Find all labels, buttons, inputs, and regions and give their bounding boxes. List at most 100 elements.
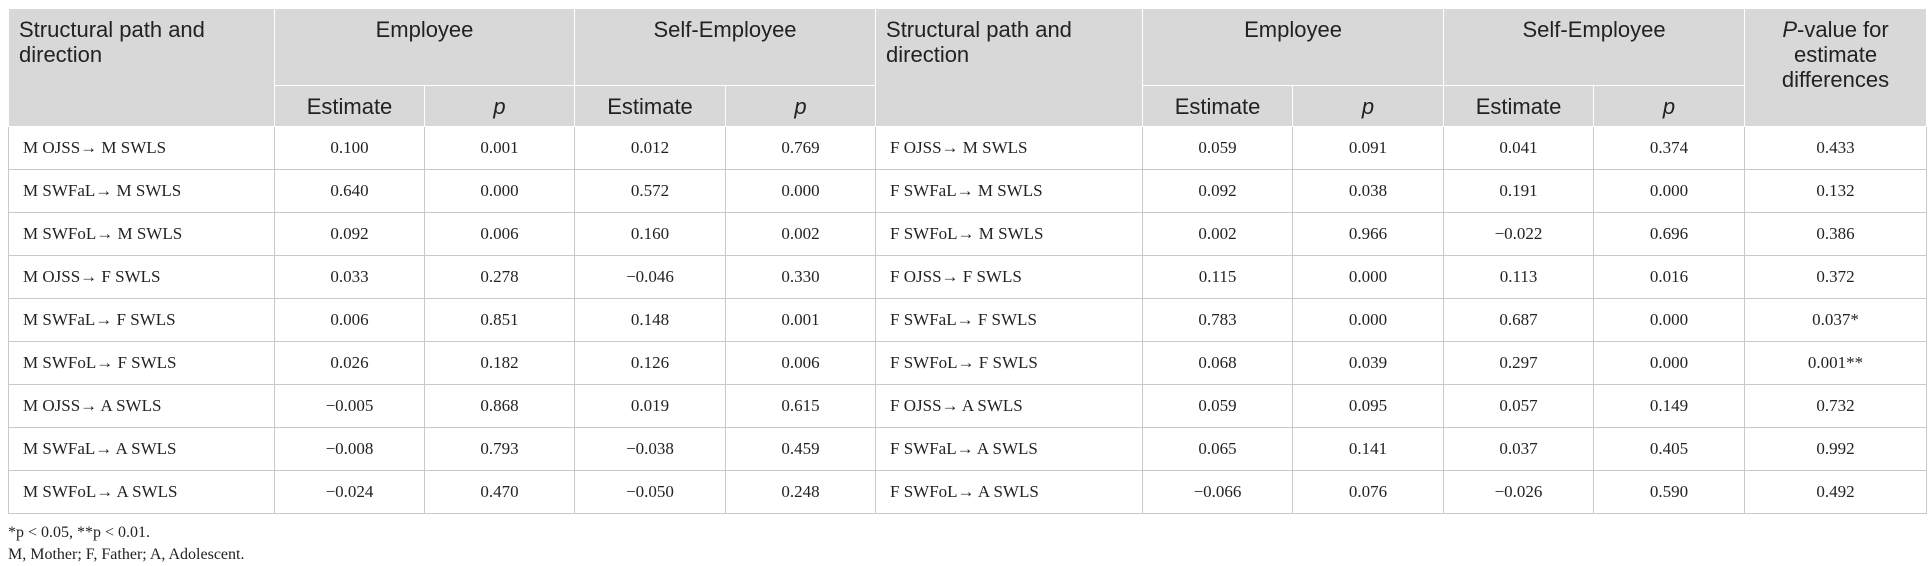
- self-employee-estimate-cell: 0.297: [1443, 341, 1595, 385]
- employee-p-cell: 0.000: [1292, 255, 1445, 299]
- subheader-estimate: Estimate: [1142, 85, 1294, 127]
- employee-p-cell: 0.141: [1292, 427, 1445, 471]
- self-employee-p-cell: 0.696: [1593, 212, 1746, 256]
- employee-p-cell: 0.000: [1292, 298, 1445, 342]
- header-employee-left: Employee: [274, 8, 575, 86]
- self-employee-p-cell: 0.374: [1593, 126, 1746, 170]
- mother-path-cell: M SWFaL→ M SWLS: [8, 169, 275, 213]
- table-footnotes: *p < 0.05, **p < 0.01. M, Mother; F, Fat…: [8, 522, 1926, 566]
- employee-estimate-cell: −0.005: [274, 384, 425, 428]
- header-path-right: Structural path and direction: [875, 8, 1144, 127]
- table-row: M OJSS→ F SWLS 0.033 0.278 −0.046 0.330 …: [8, 255, 1928, 299]
- self-employee-estimate-cell: 0.037: [1443, 427, 1595, 471]
- employee-p-cell: 0.000: [424, 169, 575, 213]
- employee-estimate-cell: 0.092: [1142, 169, 1294, 213]
- self-employee-p-cell: 0.016: [1593, 255, 1746, 299]
- self-employee-estimate-cell: 0.019: [574, 384, 726, 428]
- self-employee-estimate-cell: 0.126: [574, 341, 726, 385]
- self-employee-p-cell: 0.405: [1593, 427, 1746, 471]
- mother-path-cell: M SWFaL→ A SWLS: [8, 427, 275, 471]
- employee-estimate-cell: 0.640: [274, 169, 425, 213]
- employee-p-cell: 0.076: [1292, 470, 1445, 514]
- significance-footnote: *p < 0.05, **p < 0.01.: [8, 524, 151, 541]
- subheader-p: p: [1292, 85, 1445, 127]
- header-employee-right: Employee: [1142, 8, 1445, 86]
- father-path-cell: F SWFoL→ A SWLS: [875, 470, 1144, 514]
- father-path-cell: F SWFoL→ M SWLS: [875, 212, 1144, 256]
- mother-path-cell: M SWFoL→ A SWLS: [8, 470, 275, 514]
- employee-p-cell: 0.001: [424, 126, 575, 170]
- mother-path-cell: M SWFaL→ F SWLS: [8, 298, 275, 342]
- mother-path-cell: M OJSS→ M SWLS: [8, 126, 275, 170]
- self-employee-p-cell: 0.590: [1593, 470, 1746, 514]
- employee-estimate-cell: 0.006: [274, 298, 425, 342]
- table-row: M SWFaL→ A SWLS −0.008 0.793 −0.038 0.45…: [8, 427, 1928, 471]
- difference-pvalue-cell: 0.372: [1744, 255, 1928, 299]
- employee-estimate-cell: 0.026: [274, 341, 425, 385]
- father-path-cell: F OJSS→ F SWLS: [875, 255, 1144, 299]
- self-employee-estimate-cell: 0.041: [1443, 126, 1595, 170]
- employee-estimate-cell: 0.065: [1142, 427, 1294, 471]
- self-employee-p-cell: 0.330: [724, 255, 877, 299]
- table-row: M SWFaL→ F SWLS 0.006 0.851 0.148 0.001 …: [8, 298, 1928, 342]
- structural-paths-table: Structural path and direction Employee S…: [8, 8, 1928, 514]
- self-employee-estimate-cell: 0.148: [574, 298, 726, 342]
- subheader-p: p: [1593, 85, 1746, 127]
- employee-estimate-cell: −0.024: [274, 470, 425, 514]
- subheader-estimate: Estimate: [274, 85, 425, 127]
- header-pvalue-italic: P: [1782, 17, 1798, 42]
- self-employee-p-cell: 0.149: [1593, 384, 1746, 428]
- table-row: M SWFoL→ F SWLS 0.026 0.182 0.126 0.006 …: [8, 341, 1928, 385]
- header-self-employee-right: Self-Employee: [1443, 8, 1746, 86]
- self-employee-p-cell: 0.006: [724, 341, 877, 385]
- header-pvalue-rest: -value for estimate differences: [1781, 17, 1890, 92]
- difference-pvalue-cell: 0.386: [1744, 212, 1928, 256]
- employee-estimate-cell: 0.033: [274, 255, 425, 299]
- self-employee-p-cell: 0.002: [724, 212, 877, 256]
- self-employee-p-cell: 0.001: [724, 298, 877, 342]
- table-row: M SWFoL→ A SWLS −0.024 0.470 −0.050 0.24…: [8, 470, 1928, 514]
- employee-estimate-cell: 0.115: [1142, 255, 1294, 299]
- self-employee-estimate-cell: −0.050: [574, 470, 726, 514]
- self-employee-p-cell: 0.459: [724, 427, 877, 471]
- table-row: M OJSS→ A SWLS −0.005 0.868 0.019 0.615 …: [8, 384, 1928, 428]
- difference-pvalue-cell: 0.433: [1744, 126, 1928, 170]
- header-path-left: Structural path and direction: [8, 8, 275, 127]
- father-path-cell: F SWFoL→ F SWLS: [875, 341, 1144, 385]
- employee-p-cell: 0.966: [1292, 212, 1445, 256]
- father-path-cell: F SWFaL→ M SWLS: [875, 169, 1144, 213]
- employee-p-cell: 0.470: [424, 470, 575, 514]
- difference-pvalue-cell: 0.732: [1744, 384, 1928, 428]
- employee-p-cell: 0.095: [1292, 384, 1445, 428]
- self-employee-estimate-cell: −0.026: [1443, 470, 1595, 514]
- employee-estimate-cell: 0.100: [274, 126, 425, 170]
- self-employee-p-cell: 0.615: [724, 384, 877, 428]
- employee-estimate-cell: 0.059: [1142, 384, 1294, 428]
- difference-pvalue-cell: 0.001**: [1744, 341, 1928, 385]
- table-row: M SWFoL→ M SWLS 0.092 0.006 0.160 0.002 …: [8, 212, 1928, 256]
- self-employee-estimate-cell: −0.046: [574, 255, 726, 299]
- employee-p-cell: 0.868: [424, 384, 575, 428]
- employee-estimate-cell: 0.002: [1142, 212, 1294, 256]
- self-employee-estimate-cell: −0.038: [574, 427, 726, 471]
- difference-pvalue-cell: 0.492: [1744, 470, 1928, 514]
- self-employee-p-cell: 0.000: [1593, 298, 1746, 342]
- self-employee-estimate-cell: 0.191: [1443, 169, 1595, 213]
- table-row: M OJSS→ M SWLS 0.100 0.001 0.012 0.769 F…: [8, 126, 1928, 170]
- employee-p-cell: 0.793: [424, 427, 575, 471]
- table-row: M SWFaL→ M SWLS 0.640 0.000 0.572 0.000 …: [8, 169, 1928, 213]
- employee-estimate-cell: 0.092: [274, 212, 425, 256]
- self-employee-estimate-cell: 0.687: [1443, 298, 1595, 342]
- difference-pvalue-cell: 0.037*: [1744, 298, 1928, 342]
- header-pvalue-differences: P-value for estimate differences: [1744, 8, 1928, 127]
- self-employee-estimate-cell: 0.012: [574, 126, 726, 170]
- employee-estimate-cell: 0.059: [1142, 126, 1294, 170]
- self-employee-p-cell: 0.248: [724, 470, 877, 514]
- subheader-estimate: Estimate: [574, 85, 726, 127]
- header-self-employee-left: Self-Employee: [573, 8, 877, 86]
- subheader-estimate: Estimate: [1443, 85, 1595, 127]
- father-path-cell: F OJSS→ M SWLS: [875, 126, 1144, 170]
- employee-p-cell: 0.851: [424, 298, 575, 342]
- self-employee-p-cell: 0.000: [1593, 169, 1746, 213]
- father-path-cell: F SWFaL→ A SWLS: [875, 427, 1144, 471]
